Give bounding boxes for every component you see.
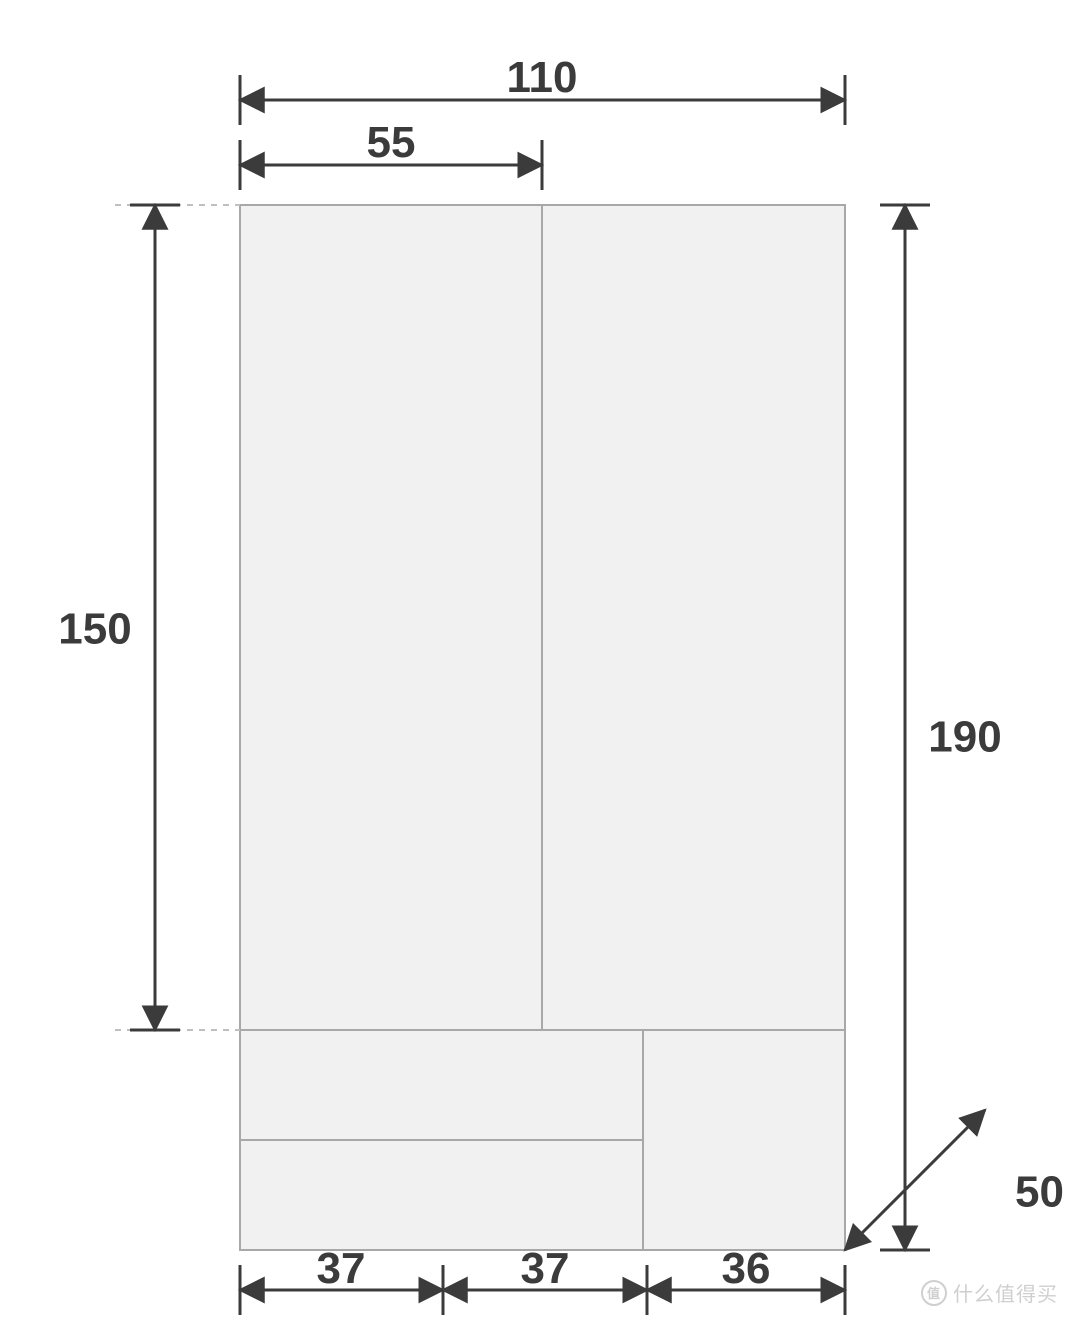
dim-depth-label: 50 [1015,1168,1064,1217]
dim-left-upper-label: 150 [58,605,131,654]
dim-top-full-label: 110 [507,53,578,102]
dim-depth-line [845,1110,985,1250]
diagram-svg: 110 55 150 190 50 37 37 36 [0,0,1080,1325]
dim-bottom-label-0: 37 [317,1244,366,1293]
watermark-text: 什么值得买 [953,1278,1058,1307]
dim-bottom-label-2: 36 [722,1244,771,1293]
watermark: 值 什么值得买 [921,1278,1058,1307]
dim-top-half-label: 55 [367,118,416,167]
dim-right-full-label: 190 [928,713,1001,762]
diagram-card: 110 55 150 190 50 37 37 36 值 什么值得买 [0,0,1080,1325]
dim-bottom-label-1: 37 [521,1244,570,1293]
watermark-icon: 值 [921,1280,947,1306]
